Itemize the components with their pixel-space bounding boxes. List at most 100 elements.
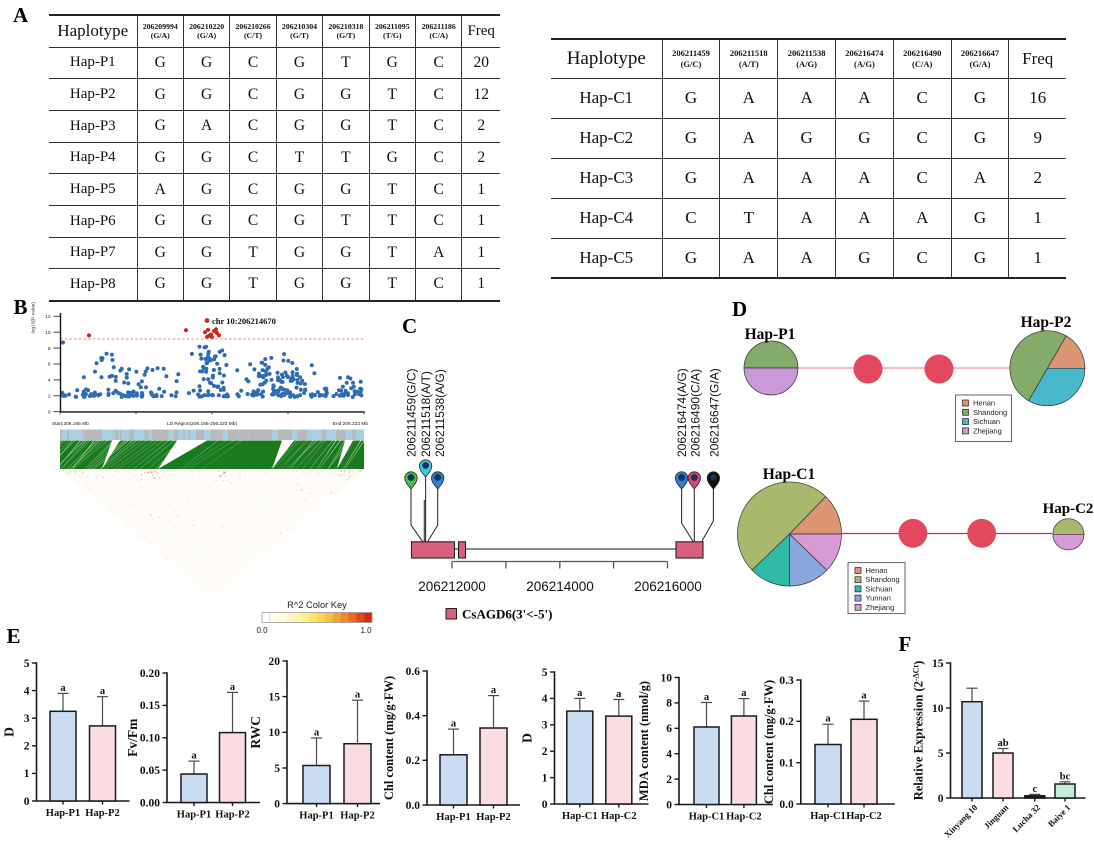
svg-text:5: 5 [938,748,944,760]
svg-text:Hap-C1: Hap-C1 [810,811,846,822]
svg-text:1: 1 [542,772,548,784]
svg-text:Hap-C2: Hap-C2 [846,811,882,822]
svg-text:0.10: 0.10 [140,733,160,745]
svg-text:Start:206.165 Mb: Start:206.165 Mb [52,421,89,427]
svg-text:Yunnan: Yunnan [866,594,891,603]
svg-text:6: 6 [48,362,51,368]
svg-text:12: 12 [45,314,51,320]
svg-text:0.00: 0.00 [140,797,160,809]
svg-text:Hap-P2: Hap-P2 [340,811,374,822]
svg-text:10: 10 [661,672,673,684]
svg-text:Hap-C1: Hap-C1 [689,812,725,823]
svg-text:6: 6 [666,723,672,735]
svg-text:chr 10:206214670: chr 10:206214670 [212,316,276,326]
svg-text:3: 3 [542,720,548,732]
svg-text:End:206.223 Mb: End:206.223 Mb [333,421,369,427]
svg-text:0.15: 0.15 [140,700,160,712]
svg-text:20: 20 [269,656,281,668]
svg-text:4: 4 [48,378,51,384]
svg-text:CsAGD6(3'<-5'): CsAGD6(3'<-5') [462,607,552,622]
svg-text:Hap-C2: Hap-C2 [726,812,762,823]
svg-text:4: 4 [542,693,548,705]
svg-text:0.3: 0.3 [779,675,794,687]
svg-text:5: 5 [542,667,548,679]
svg-text:a: a [451,719,457,730]
svg-text:Hap-P1: Hap-P1 [46,808,80,819]
svg-text:10: 10 [45,330,51,336]
svg-text:206216474(A/G): 206216474(A/G) [675,368,689,457]
svg-text:206216647(G/A): 206216647(G/A) [708,368,722,457]
svg-text:0.0: 0.0 [406,800,421,812]
svg-text:3: 3 [24,713,30,725]
svg-text:a: a [191,751,197,762]
svg-text:0: 0 [542,799,548,811]
svg-text:Zhejiang: Zhejiang [866,603,895,612]
svg-text:2: 2 [542,746,548,758]
svg-text:206211518(A/T): 206211518(A/T) [419,371,433,457]
svg-text:MDA content (nmol/g): MDA content (nmol/g) [637,681,651,801]
svg-text:Hap-P2: Hap-P2 [476,812,510,823]
svg-text:4: 4 [666,749,672,761]
svg-text:-log10(P-value): -log10(P-value) [31,302,37,335]
svg-text:10: 10 [932,703,944,715]
svg-text:206216000: 206216000 [634,579,702,594]
svg-text:Henan: Henan [866,566,888,575]
svg-text:RWC: RWC [248,716,263,749]
svg-text:Chl content (mg/g·FW): Chl content (mg/g·FW) [762,680,776,804]
svg-text:10: 10 [269,727,281,739]
svg-text:0.05: 0.05 [140,765,160,777]
svg-text:206211538(A/G): 206211538(A/G) [433,369,447,457]
svg-text:a: a [491,685,497,696]
svg-text:206214000: 206214000 [526,579,594,594]
svg-text:a: a [230,682,236,693]
svg-text:Shandong: Shandong [973,408,1007,417]
svg-text:Hap-P1: Hap-P1 [177,810,211,821]
svg-text:Henan: Henan [973,399,995,408]
svg-text:0: 0 [48,409,51,415]
svg-text:Hap-C1: Hap-C1 [562,811,598,822]
svg-text:0: 0 [24,796,30,808]
svg-text:0.4: 0.4 [406,711,421,723]
svg-text:Chl content (mg/g·FW): Chl content (mg/g·FW) [382,676,396,800]
svg-text:D: D [2,727,17,737]
svg-text:Hap-P1: Hap-P1 [745,326,796,343]
svg-text:0: 0 [274,798,280,810]
svg-text:a: a [355,690,361,701]
svg-text:1: 1 [24,768,30,780]
svg-text:0.0: 0.0 [256,626,268,635]
svg-text:2: 2 [48,394,51,400]
svg-text:Hap-C1: Hap-C1 [763,466,816,483]
svg-text:Hap-C2: Hap-C2 [1043,501,1094,517]
svg-text:D: D [520,733,535,743]
svg-text:bc: bc [1060,771,1071,782]
svg-text:15: 15 [269,691,281,703]
svg-text:0.2: 0.2 [406,755,421,767]
svg-text:8: 8 [666,698,672,710]
svg-text:Hap-P1: Hap-P1 [436,812,470,823]
svg-text:0.1: 0.1 [779,758,794,770]
svg-text:Sichuan: Sichuan [866,584,893,593]
svg-text:5: 5 [274,763,280,775]
svg-text:Hap-P2: Hap-P2 [215,810,249,821]
svg-text:0.20: 0.20 [140,668,160,680]
svg-text:206216490(C/A): 206216490(C/A) [689,369,703,457]
svg-text:Fv/Fm: Fv/Fm [125,718,140,757]
svg-text:0: 0 [938,793,944,805]
svg-text:Hap-P2: Hap-P2 [85,808,119,819]
svg-text:2: 2 [666,774,672,786]
svg-text:1.0: 1.0 [360,626,372,635]
svg-text:a: a [100,686,106,697]
svg-text:Lucha 32: Lucha 32 [1010,802,1042,834]
svg-text:Hap-P1: Hap-P1 [299,811,333,822]
svg-text:0: 0 [666,799,672,811]
svg-text:a: a [861,691,867,702]
svg-text:LD Region(206.165-206.223 Mb): LD Region(206.165-206.223 Mb) [167,421,238,427]
svg-text:a: a [616,689,622,700]
svg-text:Zhejiang: Zhejiang [973,426,1002,435]
svg-text:Sichuan: Sichuan [973,417,1000,426]
svg-text:Baiye 1: Baiye 1 [1046,802,1073,829]
svg-text:a: a [704,692,710,703]
svg-text:R^2 Color Key: R^2 Color Key [287,600,347,610]
svg-text:4: 4 [24,685,30,697]
svg-text:0.0: 0.0 [779,799,794,811]
